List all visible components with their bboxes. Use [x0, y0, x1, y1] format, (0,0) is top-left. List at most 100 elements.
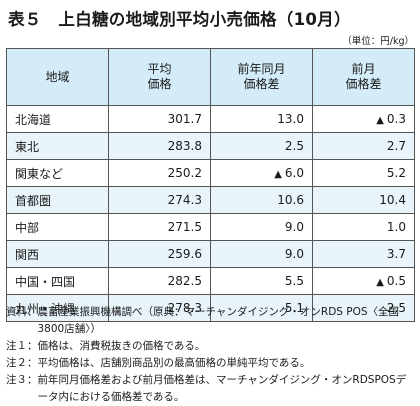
yoy-diff-cell-value: 10.6 [277, 193, 304, 207]
header-region: 地域 [6, 48, 109, 106]
average-price-cell: 250.2 [108, 159, 211, 187]
yoy-diff-cell: ▲ 6.0 [210, 159, 313, 187]
yoy-diff-cell: 13.0 [210, 105, 313, 133]
mom-diff-cell: ▲ 0.3 [312, 105, 415, 133]
notes-section: 資料： 農畜産業振興機構調べ（原典：マーチャンダイジング・オンRDS POS〈全… [6, 304, 416, 406]
region-cell: 北海道 [6, 105, 109, 133]
region-name: 中国・四国 [15, 274, 76, 289]
region-name: 九州・沖縄 [15, 301, 76, 316]
average-price-cell: 274.3 [108, 186, 211, 214]
yoy-diff-cell: 2.5 [210, 132, 313, 160]
region-cell: 東北 [6, 132, 109, 160]
table-title: 表５ 上白糖の地域別平均小売価格（10月） [8, 10, 351, 29]
region-name: 東北 [15, 139, 40, 154]
yoy-diff-cell: 9.0 [210, 240, 313, 268]
header-region-label: 地域 [45, 69, 70, 84]
yoy-diff-cell: 9.0 [210, 213, 313, 241]
price-table: 地域 平均 価格 前年同月 価格差 前月 価格差 北海道 301.7 13.0 ▲ 0.3 東北… [6, 48, 415, 322]
header-average-price: 平均 価格 [108, 48, 211, 106]
source-note: 資料： 農畜産業振興機構調べ（原典：マーチャンダイジング・オンRDS POS〈全… [6, 304, 416, 338]
mom-diff-cell-value: 0.3 [386, 112, 406, 126]
negative-triangle-icon: ▲ [376, 115, 384, 126]
mom-diff-cell: 10.4 [312, 186, 415, 214]
table-row: 中部 271.5 9.0 1.0 [6, 213, 415, 241]
region-name: 中部 [15, 220, 40, 235]
mom-diff-cell-value: 3.7 [386, 247, 406, 261]
mom-diff-cell-value: 10.4 [379, 193, 406, 207]
mom-diff-cell-value: 0.5 [386, 274, 406, 288]
table-row: 中国・四国 282.5 5.5 ▲ 0.5 [6, 267, 415, 295]
yoy-diff-cell-value: 5.5 [284, 274, 304, 288]
yoy-diff-cell: 5.1 [210, 294, 313, 322]
mom-diff-cell: 3.7 [312, 240, 415, 268]
note-label: 資料： [6, 306, 38, 318]
note-text: 価格は、消費税抜きの価格である。 [37, 340, 206, 352]
negative-triangle-icon: ▲ [376, 277, 384, 288]
yoy-diff-cell-value: 6.0 [284, 166, 304, 180]
header-mom-diff: 前月 価格差 [312, 48, 415, 106]
average-price-value: 274.3 [167, 193, 202, 207]
note-label: 注１： [6, 340, 38, 352]
yoy-diff-cell: 10.6 [210, 186, 313, 214]
unit-label: （単位：円/kg） [342, 36, 414, 47]
header-yoy-diff: 前年同月 価格差 [210, 48, 313, 106]
note-label: 注３： [6, 374, 38, 386]
average-price-value: 250.2 [167, 166, 202, 180]
header-mom-line2: 価格差 [345, 77, 382, 91]
mom-diff-cell-value: 2.5 [386, 301, 406, 315]
note-2: 注２： 平均価格は、店舗別商品別の最高価格の単純平均である。 [6, 355, 416, 372]
average-price-cell: 283.8 [108, 132, 211, 160]
header-average-line2: 価格 [147, 77, 172, 91]
header-average-line1: 平均 [147, 62, 172, 76]
table-row: 九州・沖縄 278.3 5.1 2.5 [6, 294, 415, 322]
mom-diff-cell-value: 5.2 [386, 166, 406, 180]
region-name: 北海道 [15, 112, 52, 127]
region-name: 関西 [15, 247, 40, 262]
region-name: 関東など [15, 166, 64, 181]
region-cell: 中国・四国 [6, 267, 109, 295]
mom-diff-cell-value: 2.7 [386, 139, 406, 153]
region-cell: 首都圏 [6, 186, 109, 214]
note-text: 農畜産業振興機構調べ（原典：マーチャンダイジング・オンRDS POS〈全国380… [37, 306, 400, 335]
table-row: 関東など 250.2 ▲ 6.0 5.2 [6, 159, 415, 187]
average-price-cell: 301.7 [108, 105, 211, 133]
region-cell: 関東など [6, 159, 109, 187]
yoy-diff-cell-value: 9.0 [284, 220, 304, 234]
note-text: 前年同月価格差および前月価格差は、マーチャンダイジング・オンRDSPOSデータ内… [37, 374, 407, 403]
yoy-diff-cell: 5.5 [210, 267, 313, 295]
average-price-value: 271.5 [167, 220, 202, 234]
mom-diff-cell: 2.5 [312, 294, 415, 322]
table-row: 首都圏 274.3 10.6 10.4 [6, 186, 415, 214]
header-mom-line1: 前月 [351, 62, 376, 76]
mom-diff-cell: 1.0 [312, 213, 415, 241]
yoy-diff-cell-value: 13.0 [277, 112, 304, 126]
yoy-diff-cell-value: 5.1 [284, 301, 304, 315]
table-row: 関西 259.6 9.0 3.7 [6, 240, 415, 268]
note-1: 注１： 価格は、消費税抜きの価格である。 [6, 338, 416, 355]
mom-diff-cell: 5.2 [312, 159, 415, 187]
average-price-cell: 259.6 [108, 240, 211, 268]
yoy-diff-cell-value: 2.5 [284, 139, 304, 153]
table-body: 北海道 301.7 13.0 ▲ 0.3 東北 283.8 2.5 2.7 関東など 250.2 ▲ 6… [6, 105, 415, 322]
average-price-value: 283.8 [167, 139, 202, 153]
mom-diff-cell-value: 1.0 [386, 220, 406, 234]
region-cell: 九州・沖縄 [6, 294, 109, 322]
average-price-value: 278.3 [167, 301, 202, 315]
region-cell: 中部 [6, 213, 109, 241]
table-header: 地域 平均 価格 前年同月 価格差 前月 価格差 [6, 48, 415, 106]
average-price-cell: 271.5 [108, 213, 211, 241]
negative-triangle-icon: ▲ [274, 169, 282, 180]
note-3: 注３： 前年同月価格差および前月価格差は、マーチャンダイジング・オンRDSPOS… [6, 372, 416, 406]
yoy-diff-cell-value: 9.0 [284, 247, 304, 261]
table-row: 北海道 301.7 13.0 ▲ 0.3 [6, 105, 415, 133]
table-row: 東北 283.8 2.5 2.7 [6, 132, 415, 160]
header-yoy-line2: 価格差 [243, 77, 280, 91]
average-price-cell: 282.5 [108, 267, 211, 295]
average-price-value: 282.5 [167, 274, 202, 288]
header-yoy-line1: 前年同月 [237, 62, 286, 76]
region-name: 首都圏 [15, 193, 52, 208]
note-text: 平均価格は、店舗別商品別の最高価格の単純平均である。 [37, 357, 311, 369]
mom-diff-cell: ▲ 0.5 [312, 267, 415, 295]
region-cell: 関西 [6, 240, 109, 268]
